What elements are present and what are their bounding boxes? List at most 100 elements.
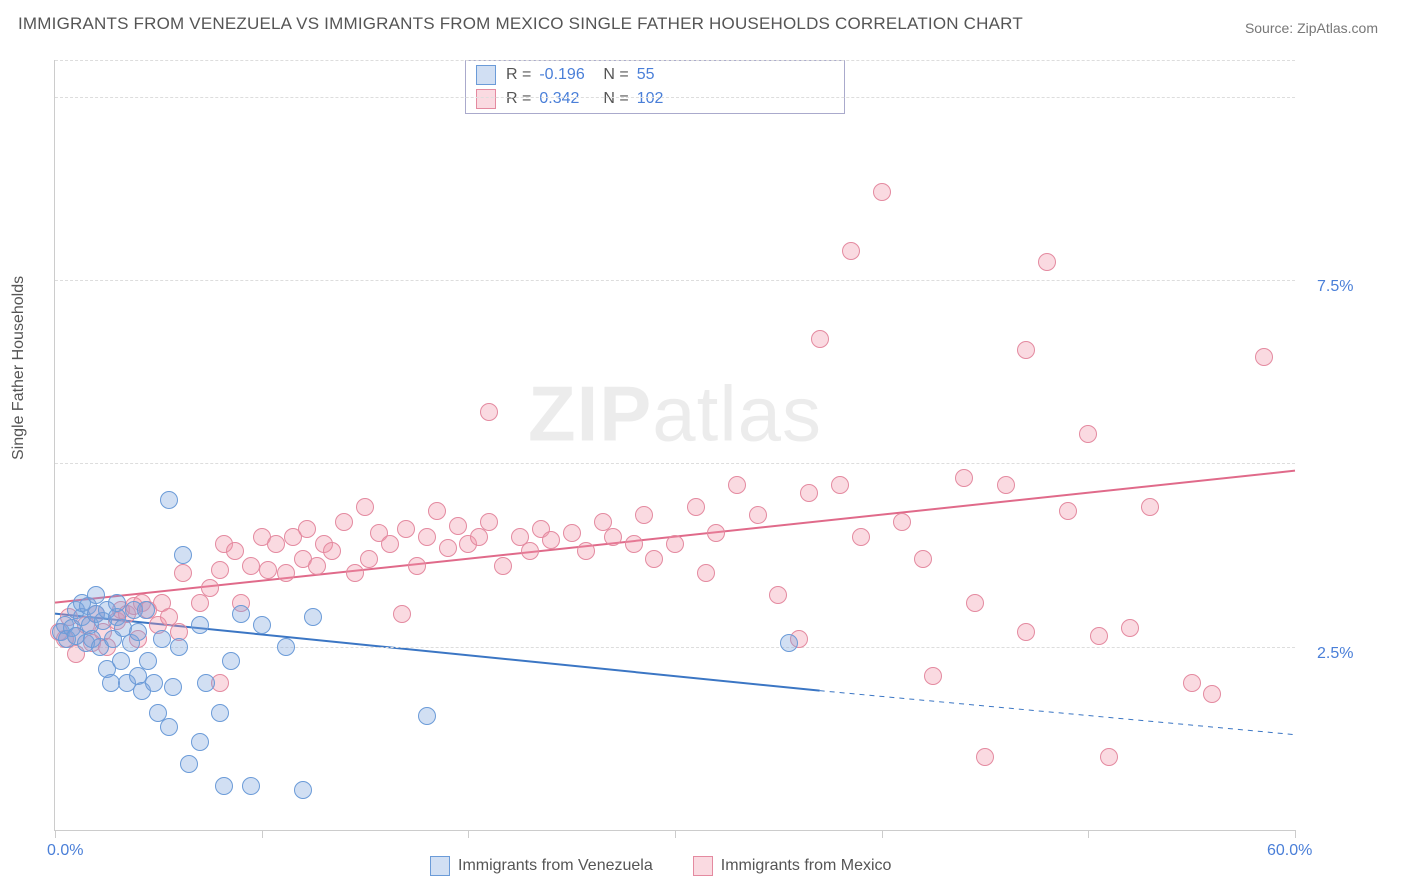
point-venezuela bbox=[197, 674, 215, 692]
legend-label-venezuela: Immigrants from Venezuela bbox=[458, 857, 653, 875]
point-mexico bbox=[323, 542, 341, 560]
point-venezuela bbox=[160, 718, 178, 736]
point-mexico bbox=[811, 330, 829, 348]
point-mexico bbox=[226, 542, 244, 560]
point-mexico bbox=[697, 564, 715, 582]
point-mexico bbox=[259, 561, 277, 579]
y-axis-label: Single Father Households bbox=[10, 276, 28, 460]
point-mexico bbox=[1100, 748, 1118, 766]
point-venezuela bbox=[160, 491, 178, 509]
point-mexico bbox=[308, 557, 326, 575]
point-venezuela bbox=[418, 707, 436, 725]
point-mexico bbox=[749, 506, 767, 524]
point-mexico bbox=[707, 524, 725, 542]
n-label: N = bbox=[603, 90, 628, 108]
point-venezuela bbox=[191, 733, 209, 751]
point-mexico bbox=[924, 667, 942, 685]
point-venezuela bbox=[304, 608, 322, 626]
point-venezuela bbox=[242, 777, 260, 795]
point-venezuela bbox=[174, 546, 192, 564]
n-label: N = bbox=[603, 66, 628, 84]
point-mexico bbox=[346, 564, 364, 582]
point-venezuela bbox=[145, 674, 163, 692]
legend-label-mexico: Immigrants from Mexico bbox=[721, 857, 892, 875]
swatch-mexico bbox=[476, 89, 496, 109]
point-venezuela bbox=[112, 652, 130, 670]
point-venezuela bbox=[139, 652, 157, 670]
point-mexico bbox=[1141, 498, 1159, 516]
n-value-venezuela: 55 bbox=[637, 66, 691, 84]
point-mexico bbox=[604, 528, 622, 546]
point-mexico bbox=[1121, 619, 1139, 637]
point-venezuela bbox=[137, 601, 155, 619]
point-venezuela bbox=[129, 623, 147, 641]
point-venezuela bbox=[211, 704, 229, 722]
y-tick-label: 7.5% bbox=[1317, 278, 1353, 296]
point-venezuela bbox=[215, 777, 233, 795]
x-tick-label: 60.0% bbox=[1267, 842, 1312, 860]
swatch-venezuela bbox=[476, 65, 496, 85]
point-mexico bbox=[966, 594, 984, 612]
point-mexico bbox=[769, 586, 787, 604]
chart-title: IMMIGRANTS FROM VENEZUELA VS IMMIGRANTS … bbox=[18, 14, 1023, 34]
point-mexico bbox=[831, 476, 849, 494]
point-mexico bbox=[211, 561, 229, 579]
swatch-mexico bbox=[693, 856, 713, 876]
r-value-mexico: 0.342 bbox=[539, 90, 593, 108]
point-mexico bbox=[1203, 685, 1221, 703]
point-mexico bbox=[914, 550, 932, 568]
point-mexico bbox=[1090, 627, 1108, 645]
point-mexico bbox=[842, 242, 860, 260]
point-mexico bbox=[1017, 341, 1035, 359]
plot-area: ZIPatlas R = -0.196 N = 55 R = 0.342 N =… bbox=[54, 60, 1295, 831]
point-venezuela bbox=[294, 781, 312, 799]
swatch-venezuela bbox=[430, 856, 450, 876]
point-mexico bbox=[428, 502, 446, 520]
point-mexico bbox=[1038, 253, 1056, 271]
point-mexico bbox=[480, 403, 498, 421]
point-mexico bbox=[1079, 425, 1097, 443]
point-venezuela bbox=[780, 634, 798, 652]
source-label: Source: ZipAtlas.com bbox=[1245, 20, 1378, 36]
point-mexico bbox=[1183, 674, 1201, 692]
point-mexico bbox=[800, 484, 818, 502]
point-venezuela bbox=[277, 638, 295, 656]
point-mexico bbox=[645, 550, 663, 568]
point-mexico bbox=[955, 469, 973, 487]
point-mexico bbox=[687, 498, 705, 516]
point-mexico bbox=[494, 557, 512, 575]
r-value-venezuela: -0.196 bbox=[539, 66, 593, 84]
y-tick-label: 2.5% bbox=[1317, 645, 1353, 663]
point-mexico bbox=[298, 520, 316, 538]
correlation-legend: R = -0.196 N = 55 R = 0.342 N = 102 bbox=[465, 60, 845, 114]
point-mexico bbox=[174, 564, 192, 582]
series-legend: Immigrants from Venezuela Immigrants fro… bbox=[430, 856, 891, 876]
point-mexico bbox=[666, 535, 684, 553]
x-tick-label: 0.0% bbox=[47, 842, 83, 860]
point-venezuela bbox=[232, 605, 250, 623]
trend-lines bbox=[55, 60, 1295, 830]
point-mexico bbox=[335, 513, 353, 531]
n-value-mexico: 102 bbox=[637, 90, 691, 108]
point-mexico bbox=[201, 579, 219, 597]
point-venezuela bbox=[164, 678, 182, 696]
point-mexico bbox=[577, 542, 595, 560]
point-mexico bbox=[356, 498, 374, 516]
point-venezuela bbox=[222, 652, 240, 670]
point-mexico bbox=[277, 564, 295, 582]
point-mexico bbox=[267, 535, 285, 553]
point-venezuela bbox=[191, 616, 209, 634]
point-venezuela bbox=[170, 638, 188, 656]
r-label: R = bbox=[506, 90, 531, 108]
point-mexico bbox=[449, 517, 467, 535]
point-venezuela bbox=[180, 755, 198, 773]
point-mexico bbox=[480, 513, 498, 531]
point-venezuela bbox=[102, 674, 120, 692]
point-mexico bbox=[542, 531, 560, 549]
point-mexico bbox=[873, 183, 891, 201]
point-mexico bbox=[1017, 623, 1035, 641]
point-mexico bbox=[393, 605, 411, 623]
point-mexico bbox=[728, 476, 746, 494]
point-mexico bbox=[625, 535, 643, 553]
point-mexico bbox=[381, 535, 399, 553]
